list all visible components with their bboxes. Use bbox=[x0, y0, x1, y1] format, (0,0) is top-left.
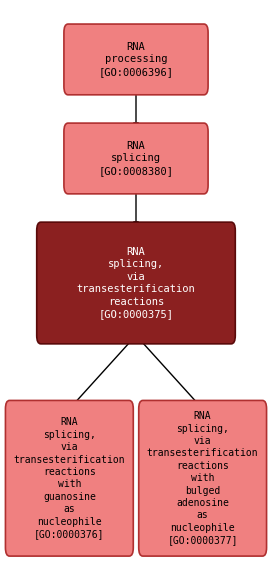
Text: RNA
splicing,
via
transesterification
reactions
[GO:0000375]: RNA splicing, via transesterification re… bbox=[77, 247, 195, 319]
Text: RNA
splicing,
via
transesterification
reactions
with
guanosine
as
nucleophile
[G: RNA splicing, via transesterification re… bbox=[14, 418, 125, 539]
FancyBboxPatch shape bbox=[64, 123, 208, 194]
Text: RNA
processing
[GO:0006396]: RNA processing [GO:0006396] bbox=[98, 42, 174, 77]
FancyBboxPatch shape bbox=[64, 24, 208, 95]
FancyBboxPatch shape bbox=[5, 401, 133, 556]
FancyBboxPatch shape bbox=[139, 401, 267, 556]
FancyBboxPatch shape bbox=[37, 222, 235, 344]
Text: RNA
splicing
[GO:0008380]: RNA splicing [GO:0008380] bbox=[98, 141, 174, 176]
Text: RNA
splicing,
via
transesterification
reactions
with
bulged
adenosine
as
nucleop: RNA splicing, via transesterification re… bbox=[147, 411, 258, 545]
